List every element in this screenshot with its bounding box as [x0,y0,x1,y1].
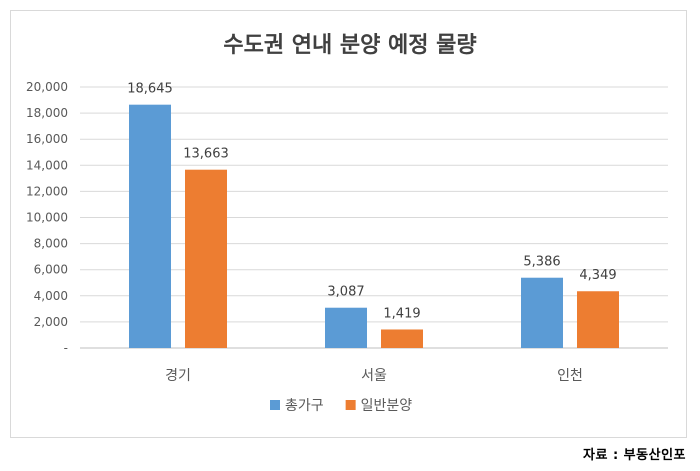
y-tick-label: 20,000 [26,80,68,94]
data-label: 1,419 [383,306,420,321]
legend-label: 일반분양 [361,398,413,414]
bar [381,329,423,348]
bar [521,277,563,348]
y-tick-label: 4,000 [34,289,68,303]
x-tick-label: 서울 [361,368,387,384]
chart-frame [10,10,687,438]
legend-swatch [270,400,280,410]
y-tick-label: 14,000 [26,158,68,172]
data-label: 5,386 [523,255,560,270]
y-tick-label: 10,000 [26,211,68,225]
data-label: 13,663 [183,147,229,162]
x-tick-label: 인천 [557,368,583,384]
y-tick-label: - [64,341,68,355]
data-label: 4,349 [579,268,616,283]
source-note: 자료 : 부동산인포 [583,448,686,463]
data-label: 18,645 [127,82,173,97]
legend-swatch [345,400,356,410]
bar [185,169,227,348]
y-tick-label: 18,000 [26,106,68,120]
y-tick-label: 2,000 [34,315,68,329]
y-tick-label: 6,000 [34,263,68,277]
y-tick-label: 8,000 [34,237,68,251]
legend-label: 총가구 [285,398,324,414]
y-tick-label: 16,000 [26,132,68,146]
y-tick-label: 12,000 [26,184,68,198]
bar [577,291,619,348]
bar [129,104,171,349]
bar [325,307,367,348]
data-label: 3,087 [327,285,364,300]
x-tick-label: 경기 [165,368,191,384]
chart-title: 수도권 연내 분양 예정 물량 [223,33,476,58]
